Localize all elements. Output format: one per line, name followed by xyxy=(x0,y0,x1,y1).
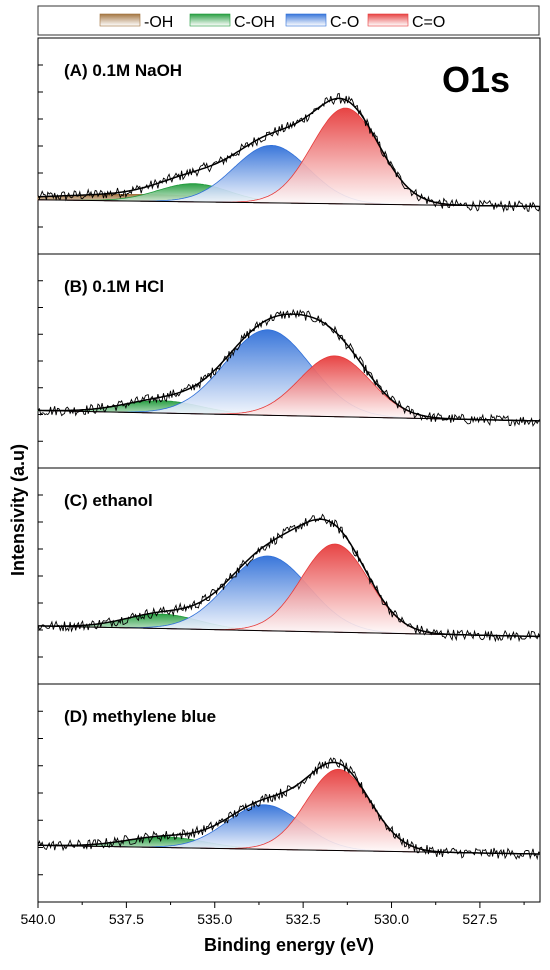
legend-label: C-OH xyxy=(234,14,275,31)
legend: -OH C-OH C-O C=O xyxy=(37,5,540,36)
y-ticks xyxy=(38,280,43,442)
x-axis-title: Binding energy (eV) xyxy=(204,935,374,955)
legend-item: -OH xyxy=(99,13,173,31)
legend-item: C-OH xyxy=(189,13,275,31)
panel: (C) ethanol xyxy=(37,467,541,685)
legend-label: C=O xyxy=(412,14,445,31)
y-ticks xyxy=(38,710,43,876)
y-ticks xyxy=(38,494,43,658)
legend-swatch xyxy=(367,13,409,27)
y-ticks xyxy=(38,64,43,228)
panel: (A) 0.1M NaOH xyxy=(37,37,541,255)
fit-envelope xyxy=(38,313,540,422)
legend-item: C-O xyxy=(285,13,359,31)
y-axis-title: Intensivity (a.u) xyxy=(8,444,28,576)
x-tick-label: 530.0 xyxy=(374,911,409,927)
x-tick-label: 537.5 xyxy=(109,911,144,927)
x-tick-label: 532.5 xyxy=(286,911,321,927)
panel-label: (C) ethanol xyxy=(64,491,153,510)
legend-label: C-O xyxy=(330,14,359,31)
panel-label: (D) methylene blue xyxy=(64,707,216,726)
panel-label: (A) 0.1M NaOH xyxy=(64,61,182,80)
fit-envelope xyxy=(38,761,540,855)
fit-envelope xyxy=(38,518,540,638)
panel: (B) 0.1M HCl xyxy=(37,253,541,469)
legend-item: C=O xyxy=(367,13,445,31)
x-axis: 540.0 537.5 535.0 532.5 530.0 527.5 xyxy=(20,902,525,927)
legend-swatch xyxy=(99,13,141,27)
panels: (A) 0.1M NaOH (B) 0.1M HCl (C) ethanol (D) … xyxy=(37,37,541,903)
raw-spectrum xyxy=(37,92,541,213)
x-tick-label: 540.0 xyxy=(20,911,55,927)
raw-spectrum xyxy=(37,308,541,427)
chart-title: O1s xyxy=(442,59,510,100)
legend-label: -OH xyxy=(144,14,173,31)
raw-spectrum xyxy=(37,513,541,643)
legend-swatch xyxy=(189,13,231,27)
legend-swatch xyxy=(285,13,327,27)
x-tick-label: 527.5 xyxy=(462,911,497,927)
component-peak-co xyxy=(37,768,540,855)
panel: (D) methylene blue xyxy=(37,683,541,903)
x-tick-label: 535.0 xyxy=(197,911,232,927)
fit-envelope xyxy=(38,97,540,208)
panel-label: (B) 0.1M HCl xyxy=(64,277,164,296)
